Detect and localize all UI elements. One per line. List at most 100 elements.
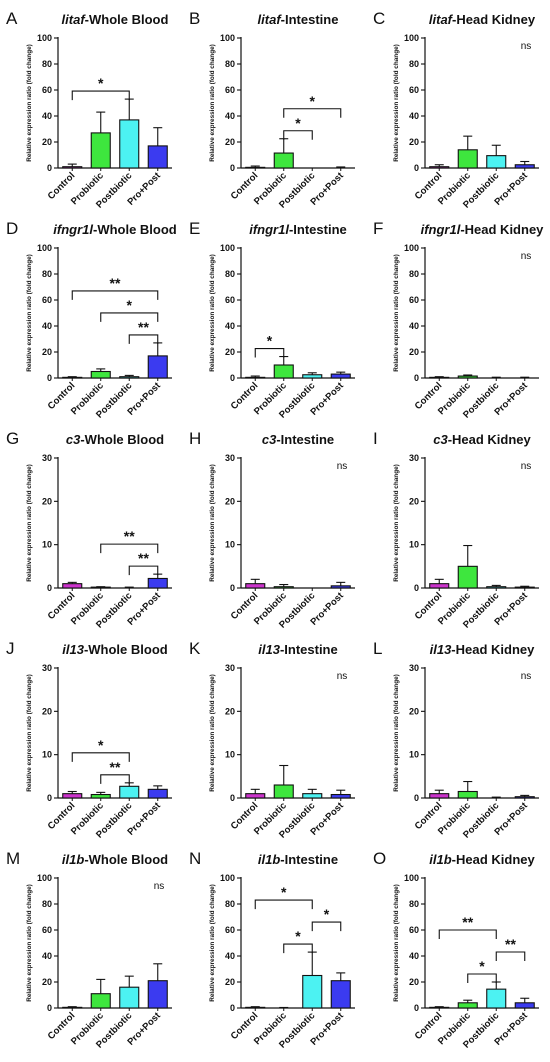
panel-letter: E (189, 219, 200, 238)
panel-letter: A (6, 9, 18, 28)
gene-name: ifngr1l (421, 222, 461, 237)
y-tick-label: 40 (409, 951, 419, 961)
bar-pro-post (514, 586, 535, 589)
y-tick-label: 80 (409, 269, 419, 279)
significance-label: * (295, 115, 301, 131)
bar-pro-post (147, 355, 168, 379)
bar-postbiotic (119, 376, 140, 379)
panel-title: il13-Intestine (258, 642, 337, 657)
y-axis-label: Relative expression ratio (fold change) (26, 884, 33, 1002)
significance-label: * (324, 906, 330, 922)
y-tick-label: 100 (404, 243, 419, 253)
significance-label: * (98, 737, 104, 753)
significance-bracket (100, 543, 159, 554)
gene-name: il13 (430, 642, 452, 657)
y-tick-label: 10 (42, 540, 52, 550)
y-axis-label: Relative expression ratio (fold change) (393, 464, 400, 582)
bar-postbiotic (302, 793, 323, 799)
bar-probiotic (273, 784, 294, 799)
y-tick-label: 30 (225, 453, 235, 463)
y-axis-label: Relative expression ratio (fold change) (26, 464, 33, 582)
y-tick-label: 20 (409, 706, 419, 716)
y-axis-label: Relative expression ratio (fold change) (209, 674, 216, 792)
y-axis-label: Relative expression ratio (fold change) (26, 254, 33, 372)
y-tick-label: 20 (409, 496, 419, 506)
y-tick-label: 0 (47, 583, 52, 593)
tissue-name: -Intestine (276, 432, 334, 447)
tissue-name: -Head Kidney (448, 432, 532, 447)
bar-postbiotic (302, 974, 323, 1009)
y-tick-label: 0 (230, 583, 235, 593)
significance-label: * (310, 93, 316, 109)
bar-postbiotic (119, 119, 140, 169)
ns-label: ns (521, 461, 532, 472)
panel-title: ifngr1l-Whole Blood (53, 222, 177, 237)
y-tick-label: 0 (47, 373, 52, 383)
y-tick-label: 30 (42, 453, 52, 463)
gene-name: il1b (62, 852, 84, 867)
significance-bracket (71, 290, 159, 300)
gene-name: il1b (429, 852, 451, 867)
tissue-name: -Head Kidney (451, 642, 535, 657)
y-tick-label: 0 (230, 1003, 235, 1013)
y-tick-label: 80 (225, 269, 235, 279)
bar-probiotic (457, 790, 478, 799)
bar-probiotic (273, 152, 294, 169)
panel-letter: B (189, 9, 200, 28)
significance-label: ** (462, 914, 473, 930)
y-tick-label: 60 (409, 295, 419, 305)
y-tick-label: 40 (225, 951, 235, 961)
bar-pro-post (147, 577, 168, 589)
significance-label: ** (138, 319, 149, 335)
significance-bracket (311, 921, 342, 932)
bar-postbiotic (486, 586, 507, 589)
y-axis-label: Relative expression ratio (fold change) (209, 884, 216, 1002)
y-tick-label: 20 (409, 977, 419, 987)
ns-label: ns (154, 881, 165, 892)
panel-title: il1b-Whole Blood (62, 852, 168, 867)
y-tick-label: 0 (47, 793, 52, 803)
gene-name: il1b (258, 852, 280, 867)
y-axis-label: Relative expression ratio (fold change) (209, 464, 216, 582)
tissue-name: -Intestine (280, 852, 338, 867)
panel-title: il1b-Intestine (258, 852, 338, 867)
panel-letter: H (189, 429, 201, 448)
y-tick-label: 80 (225, 899, 235, 909)
y-tick-label: 60 (225, 85, 235, 95)
y-tick-label: 40 (42, 321, 52, 331)
ns-label: ns (337, 671, 348, 682)
gene-name: il13 (62, 642, 84, 657)
y-tick-label: 80 (409, 899, 419, 909)
panel-title: il13-Whole Blood (62, 642, 168, 657)
y-tick-label: 60 (409, 85, 419, 95)
bar-probiotic (457, 1002, 478, 1009)
significance-bracket (438, 929, 497, 939)
panel-title: litaf-Head Kidney (429, 12, 536, 27)
y-tick-label: 100 (37, 33, 52, 43)
bar-probiotic (273, 586, 294, 589)
y-axis-label: Relative expression ratio (fold change) (209, 44, 216, 162)
tissue-name: -Intestine (281, 12, 339, 27)
y-tick-label: 20 (225, 706, 235, 716)
tissue-name: -Whole Blood (80, 432, 164, 447)
bar-pro-post (330, 585, 351, 589)
panel-letter: K (189, 639, 201, 658)
significance-bracket (100, 774, 130, 784)
bar-control (429, 166, 450, 169)
significance-bracket (283, 130, 313, 140)
y-tick-label: 10 (409, 540, 419, 550)
bar-probiotic (90, 586, 111, 589)
bar-postbiotic (119, 986, 140, 1009)
panel-title: ifngr1l-Head Kidney (421, 222, 545, 237)
panel-letter: O (373, 849, 386, 868)
bar-probiotic (90, 793, 111, 799)
significance-bracket (467, 973, 497, 983)
y-tick-label: 30 (225, 663, 235, 673)
significance-bracket (254, 899, 313, 910)
